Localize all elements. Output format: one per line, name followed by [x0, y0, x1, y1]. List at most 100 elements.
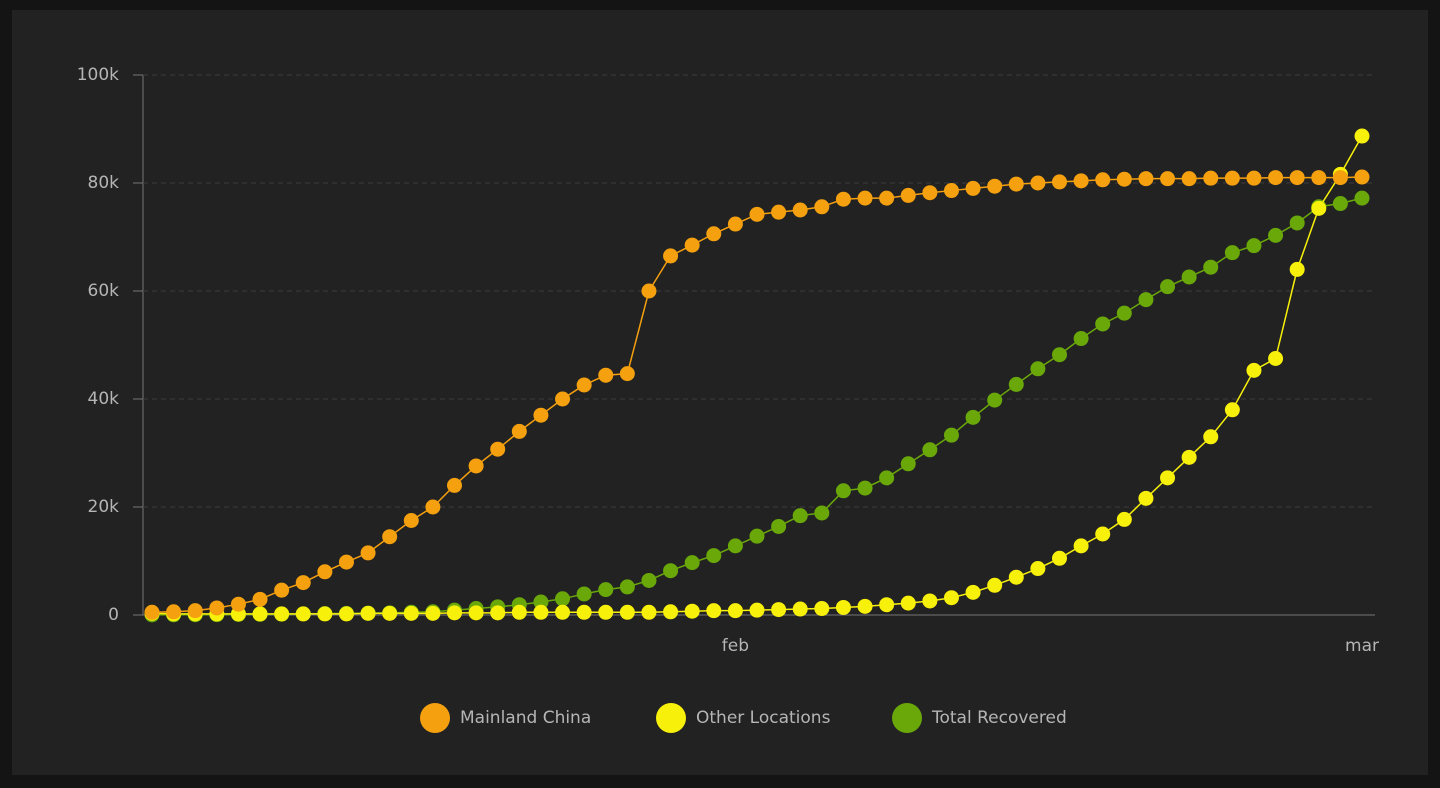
data-point	[1289, 215, 1305, 231]
data-point	[1095, 172, 1111, 188]
data-point	[555, 604, 571, 620]
data-point	[598, 367, 614, 383]
data-point	[317, 606, 333, 622]
data-point	[727, 603, 743, 619]
data-point	[857, 190, 873, 206]
data-point	[900, 456, 916, 472]
data-point	[749, 528, 765, 544]
data-point	[922, 185, 938, 201]
data-point	[1073, 331, 1089, 347]
data-point	[1311, 170, 1327, 186]
y-tick-label: 40k	[88, 389, 120, 409]
data-point	[511, 423, 527, 439]
legend-swatch	[656, 703, 686, 733]
data-point	[1246, 362, 1262, 378]
data-point	[943, 183, 959, 199]
data-point	[533, 407, 549, 423]
data-point	[1095, 316, 1111, 332]
data-point	[1289, 261, 1305, 277]
data-point	[1095, 526, 1111, 542]
data-point	[1268, 351, 1284, 366]
data-point	[1224, 245, 1240, 261]
data-point	[835, 599, 851, 615]
legend-swatch	[420, 703, 450, 733]
data-point	[706, 603, 722, 619]
data-point	[382, 605, 398, 621]
data-point	[1030, 175, 1046, 191]
data-point	[1311, 200, 1327, 216]
data-point	[1289, 170, 1305, 186]
data-point	[1268, 227, 1284, 243]
data-point	[360, 605, 376, 621]
data-point	[1203, 259, 1219, 275]
y-tick-label: 20k	[88, 497, 120, 517]
data-point	[619, 579, 635, 595]
data-point	[1246, 238, 1262, 254]
data-point	[1116, 511, 1132, 527]
data-point	[749, 206, 765, 222]
data-point	[771, 204, 787, 220]
data-point	[144, 604, 160, 620]
data-point	[230, 596, 246, 612]
data-point	[1138, 292, 1154, 308]
data-point	[1008, 176, 1024, 192]
data-point	[792, 508, 808, 524]
data-point	[684, 603, 700, 619]
data-point	[403, 605, 419, 621]
data-point	[1203, 170, 1219, 186]
data-point	[533, 594, 549, 610]
data-point	[814, 505, 830, 521]
y-tick-label: 0	[108, 605, 119, 625]
data-point	[1073, 173, 1089, 189]
data-point	[166, 604, 182, 620]
data-point	[922, 442, 938, 458]
data-point	[511, 604, 527, 620]
data-point	[1332, 170, 1348, 186]
data-point	[1354, 169, 1370, 185]
data-point	[338, 554, 354, 570]
data-point	[490, 605, 506, 621]
data-point	[792, 202, 808, 218]
data-point	[447, 477, 462, 493]
data-point	[1160, 470, 1176, 486]
data-point	[468, 605, 484, 621]
data-point	[835, 483, 851, 499]
data-point	[987, 178, 1003, 194]
data-point	[879, 190, 895, 206]
data-point	[879, 597, 895, 613]
data-point	[1052, 174, 1067, 190]
data-point	[1052, 550, 1067, 566]
data-point	[1224, 170, 1240, 186]
data-point	[1052, 347, 1067, 363]
data-point	[425, 605, 441, 621]
legend-label: Total Recovered	[931, 708, 1067, 728]
data-point	[252, 591, 268, 607]
panel	[12, 10, 1428, 775]
data-point	[1181, 269, 1197, 285]
y-tick-label: 60k	[88, 281, 120, 301]
data-point	[1008, 376, 1024, 392]
data-point	[727, 538, 743, 554]
data-point	[1160, 279, 1176, 295]
data-point	[295, 606, 311, 622]
x-tick-label: feb	[722, 636, 749, 656]
data-point	[857, 598, 873, 614]
data-point	[965, 409, 981, 425]
data-point	[1354, 190, 1370, 206]
data-point	[663, 604, 679, 620]
data-point	[814, 601, 830, 617]
data-point	[598, 604, 614, 620]
data-point	[749, 602, 765, 618]
data-point	[274, 606, 290, 622]
data-point	[663, 563, 679, 579]
data-point	[576, 604, 592, 620]
data-point	[490, 441, 506, 457]
data-point	[338, 606, 354, 622]
data-point	[1030, 561, 1046, 577]
data-point	[447, 605, 462, 621]
data-point	[403, 513, 419, 528]
x-tick-label: mar	[1345, 636, 1379, 656]
y-tick-label: 100k	[77, 65, 119, 85]
data-point	[1138, 490, 1154, 506]
